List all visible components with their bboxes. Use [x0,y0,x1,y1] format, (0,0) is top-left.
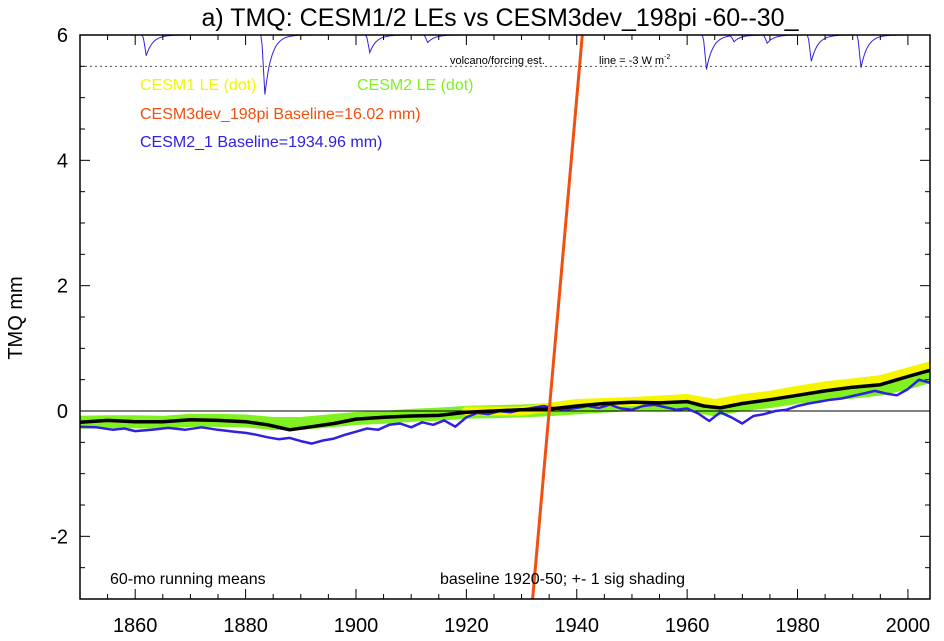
chart-title: a) TMQ: CESM1/2 LEs vs CESM3dev_198pi -6… [201,4,799,32]
axes-layer: 1860 1880 1900 1920 1940 1960 1980 2000 -2 0 2 4 6 [50,25,931,637]
x-tick-label: 1860 [113,615,158,637]
y-tick-label: 2 [57,276,68,298]
series-cesm2-le-shading [80,370,930,430]
x-tick-label: 1940 [555,615,600,637]
x-tick-label: 1980 [775,615,820,637]
series-cesm3dev-line [531,35,584,599]
volcano-line-label: line = -3 W m-2 [599,54,670,67]
y-tick-label: 4 [57,150,68,172]
series-layer [80,35,930,599]
x-tick-label: 1900 [334,615,379,637]
volcano-line-label-sup: -2 [664,54,670,61]
y-axis-label: TMQ mm [5,276,27,359]
volcano-label: volcano/forcing est. [450,55,545,67]
legend-cesm3dev: CESM3dev_198pi Baseline=16.02 mm) [140,106,421,123]
baseline-note: baseline 1920-50; +- 1 sig shading [440,571,685,588]
legend-cesm1: CESM1 LE (dot) [140,77,256,94]
y-tick-label: 6 [57,25,68,47]
x-tick-label: 1920 [444,615,489,637]
y-tick-label: -2 [50,526,68,548]
running-mean-note: 60-mo running means [110,571,266,588]
legend-cesm2: CESM2 LE (dot) [357,77,473,94]
y-tick-label: 0 [57,401,68,423]
x-tick-label: 2000 [886,615,931,637]
x-tick-label: 1960 [665,615,710,637]
x-tick-label: 1880 [223,615,268,637]
series-ensemble-mean-line [80,368,930,432]
series-cesm1-le-shading [461,361,930,416]
volcano-line-label-main: line = -3 W m [599,55,664,67]
legend-cesm2-1: CESM2_1 Baseline=1934.96 mm) [140,134,382,151]
